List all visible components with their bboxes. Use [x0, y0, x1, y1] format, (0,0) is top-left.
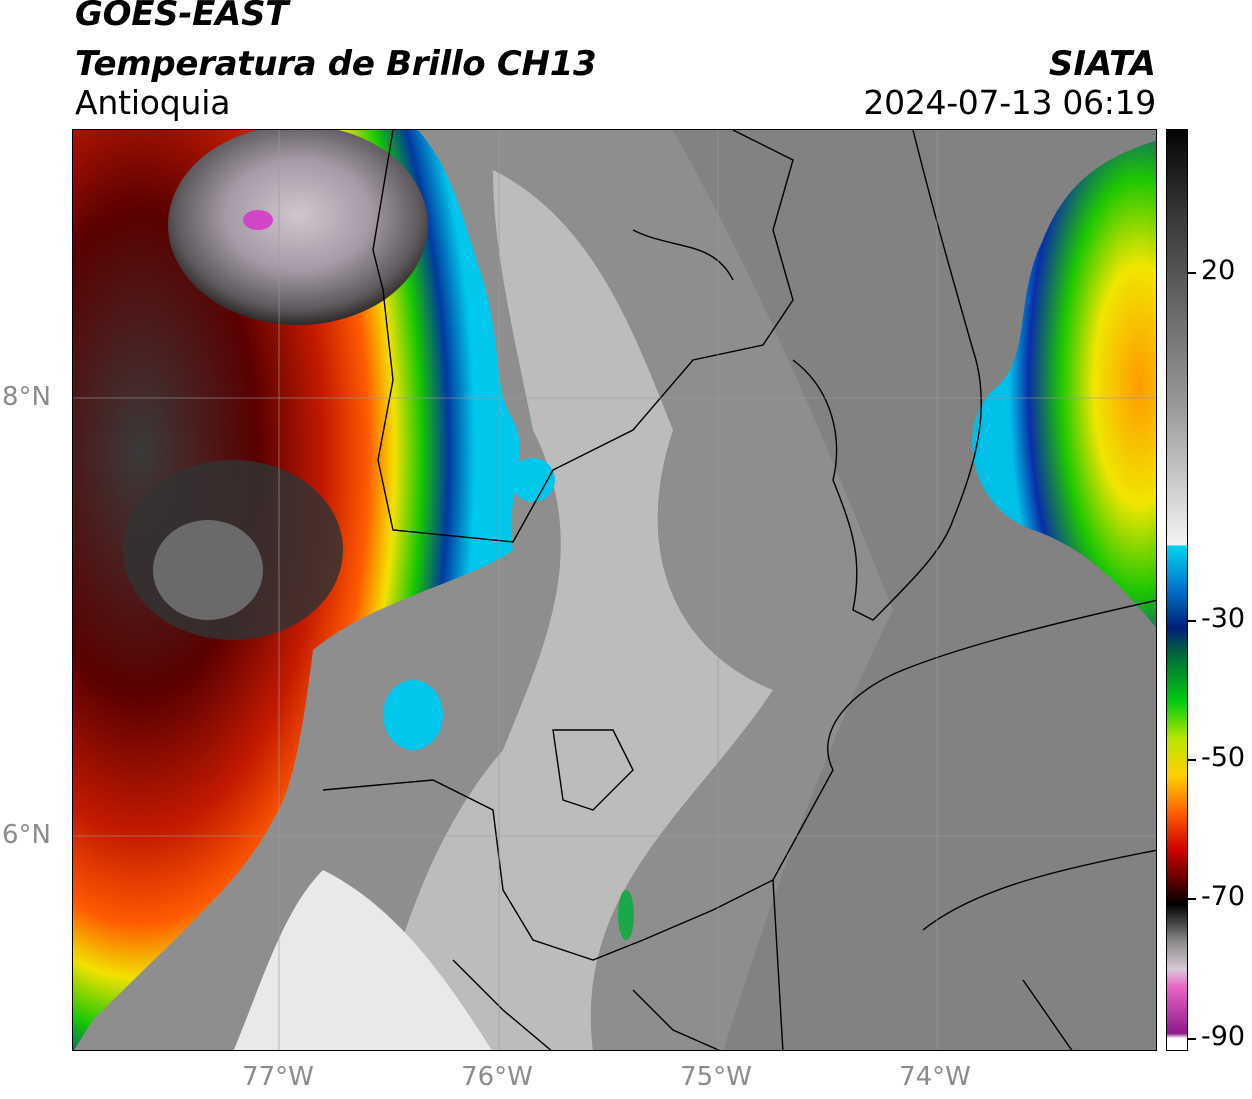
temperature-colorbar [1166, 129, 1188, 1051]
lat-label-8n: 8°N [2, 382, 51, 412]
colorbar-label-20: 20 [1201, 255, 1236, 286]
product-title: Temperatura de Brillo CH13 [75, 44, 597, 84]
brightness-temperature-map[interactable] [72, 129, 1157, 1051]
region-label: Antioquia [75, 83, 231, 122]
coldest-spot [243, 210, 273, 230]
colorbar-gradient [1167, 130, 1187, 1050]
colorbar-tick [1188, 759, 1196, 761]
admin-boundaries [322, 130, 1156, 1050]
colorbar-tick [1188, 1038, 1196, 1040]
cloud-core-south-inner [153, 520, 263, 620]
cloud-cell-cyan-2 [383, 680, 443, 750]
lat-label-6n: 6°N [2, 820, 51, 850]
colorbar-label-minus30: -30 [1201, 603, 1246, 634]
lon-label-77w: 77°W [242, 1062, 314, 1092]
colorbar-label-minus90: -90 [1201, 1021, 1246, 1052]
light-cloud-band [373, 170, 773, 1050]
cold-cloud-tops-east [972, 140, 1156, 628]
satellite-title: GOES-EAST [75, 0, 289, 34]
cloud-core-north [168, 130, 428, 325]
colorbar-label-minus70: -70 [1201, 881, 1246, 912]
colorbar-tick [1188, 272, 1196, 274]
graticule [73, 130, 1156, 1050]
colorbar-tick [1188, 620, 1196, 622]
bright-cloud-south [233, 870, 492, 1050]
map-canvas [73, 130, 1156, 1050]
colorbar-tick [1188, 898, 1196, 900]
lon-label-74w: 74°W [899, 1062, 971, 1092]
lon-label-76w: 76°W [461, 1062, 533, 1092]
cloud-cell-cyan [511, 458, 555, 502]
cloud-cell-green [618, 890, 634, 940]
organization-label: SIATA [1048, 44, 1156, 84]
lon-label-75w: 75°W [680, 1062, 752, 1092]
colorbar-label-minus50: -50 [1201, 742, 1246, 773]
datetime-label: 2024-07-13 06:19 [863, 83, 1156, 122]
